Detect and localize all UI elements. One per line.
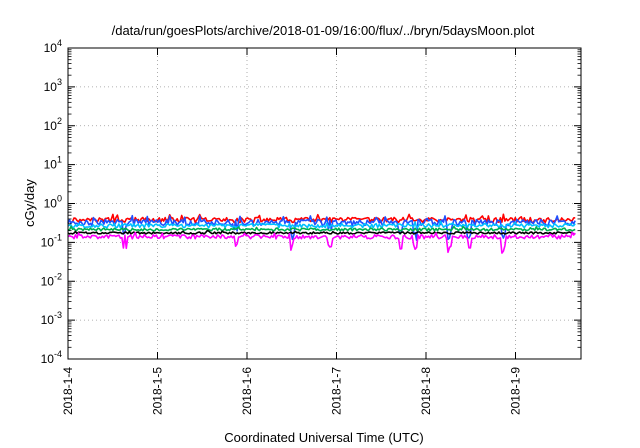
- series-line: [67, 214, 576, 242]
- x-tick-label: 2018-1-7: [330, 367, 344, 415]
- series-line: [67, 231, 576, 254]
- grid-lines: [68, 48, 581, 359]
- axis-ticks: 10-4 10-3 10-2 10-1 100 101 102 103 104 2018-1-4 2…: [41, 38, 581, 415]
- series-line: [67, 220, 576, 229]
- series-line: [67, 225, 576, 232]
- y-tick-label: 10-2: [41, 271, 62, 288]
- y-tick-label: 103: [44, 77, 62, 94]
- x-tick-label: 2018-1-4: [61, 367, 75, 415]
- x-tick-label: 2018-1-6: [240, 367, 254, 415]
- x-tick-label: 2018-1-8: [419, 367, 433, 415]
- chart-title: /data/run/goesPlots/archive/2018-01-09/1…: [112, 23, 535, 38]
- series-line: [67, 229, 576, 235]
- y-tick-label: 10-1: [41, 232, 62, 249]
- y-tick-label: 101: [44, 155, 62, 172]
- x-axis-label: Coordinated Universal Time (UTC): [224, 430, 423, 445]
- y-tick-label: 104: [44, 38, 62, 55]
- y-tick-label: 10-4: [41, 349, 62, 366]
- x-tick-label: 2018-1-5: [151, 367, 165, 415]
- y-tick-label: 10-3: [41, 310, 62, 327]
- y-tick-label: 102: [44, 116, 62, 133]
- y-tick-label: 100: [44, 194, 62, 211]
- y-axis-label: cGy/day: [22, 179, 37, 227]
- data-series: [67, 213, 576, 254]
- x-tick-label: 2018-1-9: [509, 367, 523, 415]
